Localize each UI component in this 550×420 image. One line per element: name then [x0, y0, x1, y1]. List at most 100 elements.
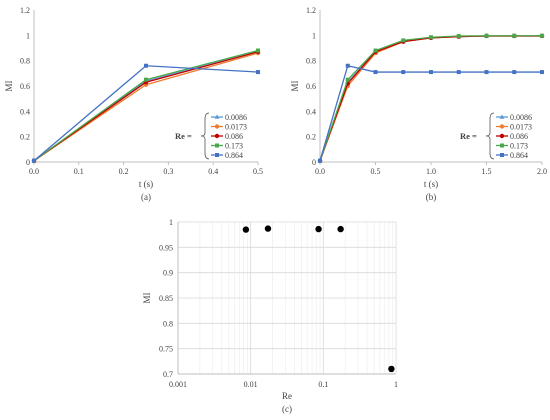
- legend-label: 0.864: [225, 151, 243, 160]
- x-tick-label: 1.5: [482, 167, 492, 176]
- y-tick-label: 0.4: [20, 107, 30, 116]
- legend-marker: [215, 143, 219, 148]
- y-tick-label: 0.75: [159, 345, 173, 354]
- y-tick-label: 1: [169, 218, 173, 227]
- data-point: [345, 77, 350, 82]
- data-point: [429, 35, 433, 40]
- legend-label: 0.864: [510, 151, 528, 160]
- legend-brace: [485, 112, 495, 160]
- y-tick-label: 0.8: [20, 57, 30, 66]
- legend-marker: [214, 133, 220, 139]
- data-point: [484, 33, 489, 38]
- data-point: [540, 33, 544, 38]
- x-tick-label: 0.1: [74, 167, 84, 176]
- chart-panel-a: 0 0.2 0.4 0.6 0.8 1 1.2 0.0 0.1 0.2 0.3 0.4 0.5 t (s)…: [0, 0, 275, 210]
- x-tick-label: 0.2: [119, 167, 129, 176]
- y-tick-label: 0.85: [159, 294, 173, 303]
- y-tick-label: 0.2: [20, 133, 30, 142]
- y-axis-label: MI: [4, 80, 14, 91]
- data-point: [512, 70, 517, 75]
- data-point: [373, 70, 378, 75]
- data-point: [315, 225, 322, 233]
- panel-label: (a): [141, 192, 151, 202]
- chart-c-svg: 0.7 0.75 0.8 0.85 0.9 0.95 1 0.001 0.01 0.1 1 Re MI (…: [142, 218, 398, 414]
- legend-prefix: Re =: [460, 131, 477, 141]
- y-tick-label: 1.2: [20, 6, 30, 15]
- data-point: [144, 77, 148, 82]
- series-line: [319, 35, 542, 161]
- chart-panel-c: 0.7 0.75 0.8 0.85 0.9 0.95 1 0.001 0.01 0.1 1 Re MI (…: [0, 210, 550, 420]
- legend-marker: [499, 133, 505, 139]
- x-tick-label: 1.0: [426, 167, 436, 176]
- y-axis-label: MI: [142, 292, 152, 303]
- x-tick-label: 0.0: [315, 167, 325, 176]
- x-axis-label: t (s): [139, 179, 153, 189]
- legend-label: 0.0173: [225, 123, 247, 132]
- y-tick-label: 0.6: [20, 82, 30, 91]
- data-point: [318, 158, 322, 163]
- data-point: [429, 70, 433, 75]
- y-tick-label: 0.4: [306, 107, 316, 116]
- data-point: [345, 63, 350, 68]
- legend-marker: [499, 124, 505, 129]
- y-tick-label: 1: [312, 31, 316, 40]
- data-point: [388, 365, 395, 373]
- legend-label: 0.0086: [225, 113, 247, 122]
- y-tick-label: 0.8: [306, 57, 316, 66]
- x-tick-label: 0.5: [371, 167, 381, 176]
- series-line: [319, 35, 542, 161]
- y-tick-label: 0.95: [159, 243, 173, 252]
- data-point: [456, 33, 461, 38]
- y-tick-label: 0.7: [163, 370, 173, 379]
- legend-label: 0.0086: [510, 113, 532, 122]
- data-point: [540, 70, 544, 75]
- data-point: [456, 70, 461, 75]
- x-tick-label: 0.5: [253, 167, 263, 176]
- legend-marker: [215, 153, 219, 157]
- data-point: [373, 48, 378, 53]
- y-tick-label: 1: [26, 31, 30, 40]
- chart-a-svg: 0 0.2 0.4 0.6 0.8 1 1.2 0.0 0.1 0.2 0.3 0.4 0.5 t (s)…: [4, 6, 263, 202]
- legend-label: 0.173: [225, 142, 243, 151]
- x-tick-label: 1: [394, 380, 398, 389]
- data-point: [401, 38, 406, 43]
- legend-label: 0.086: [510, 132, 528, 141]
- chart-b-svg: 0 0.2 0.4 0.6 0.8 1 1.2 0.0 0.5 1.0 1.5 2.0 t (s) MI R…: [290, 6, 547, 202]
- legend-label: 0.173: [510, 142, 528, 151]
- data-point: [256, 48, 260, 53]
- legend-label: 0.086: [225, 132, 243, 141]
- y-tick-label: 0.9: [163, 269, 173, 278]
- legend-marker: [500, 143, 504, 148]
- y-tick-label: 0: [312, 158, 316, 167]
- x-tick-label: 0.1: [318, 380, 328, 389]
- series-line: [319, 35, 542, 161]
- x-tick-label: 0.3: [163, 167, 173, 176]
- y-tick-label: 0: [26, 158, 30, 167]
- y-tick-label: 0.6: [306, 82, 316, 91]
- data-point: [32, 158, 36, 163]
- y-tick-label: 1.2: [306, 6, 316, 15]
- data-point: [401, 70, 406, 75]
- legend-marker: [500, 153, 504, 157]
- x-tick-label: 0.001: [169, 380, 187, 389]
- data-point: [144, 63, 148, 68]
- data-point: [337, 225, 344, 233]
- data-point: [256, 70, 260, 75]
- series-line: [319, 35, 542, 161]
- x-axis-label: Re: [282, 391, 292, 401]
- legend-marker: [214, 114, 220, 119]
- panel-label: (c): [282, 404, 292, 414]
- x-tick-label: 2.0: [537, 167, 547, 176]
- chart-panel-b: 0 0.2 0.4 0.6 0.8 1 1.2 0.0 0.5 1.0 1.5 2.0 t (s) MI R…: [275, 0, 550, 210]
- data-point: [484, 70, 489, 75]
- legend-marker: [214, 124, 220, 129]
- y-tick-label: 0.8: [163, 319, 173, 328]
- y-axis-label: MI: [290, 80, 300, 91]
- data-point: [512, 33, 517, 38]
- x-tick-label: 0.4: [208, 167, 218, 176]
- data-point: [242, 226, 250, 233]
- data-point: [264, 225, 272, 232]
- x-tick-label: 0.0: [29, 167, 39, 176]
- y-tick-label: 0.2: [306, 133, 316, 142]
- legend-prefix: Re =: [175, 131, 192, 141]
